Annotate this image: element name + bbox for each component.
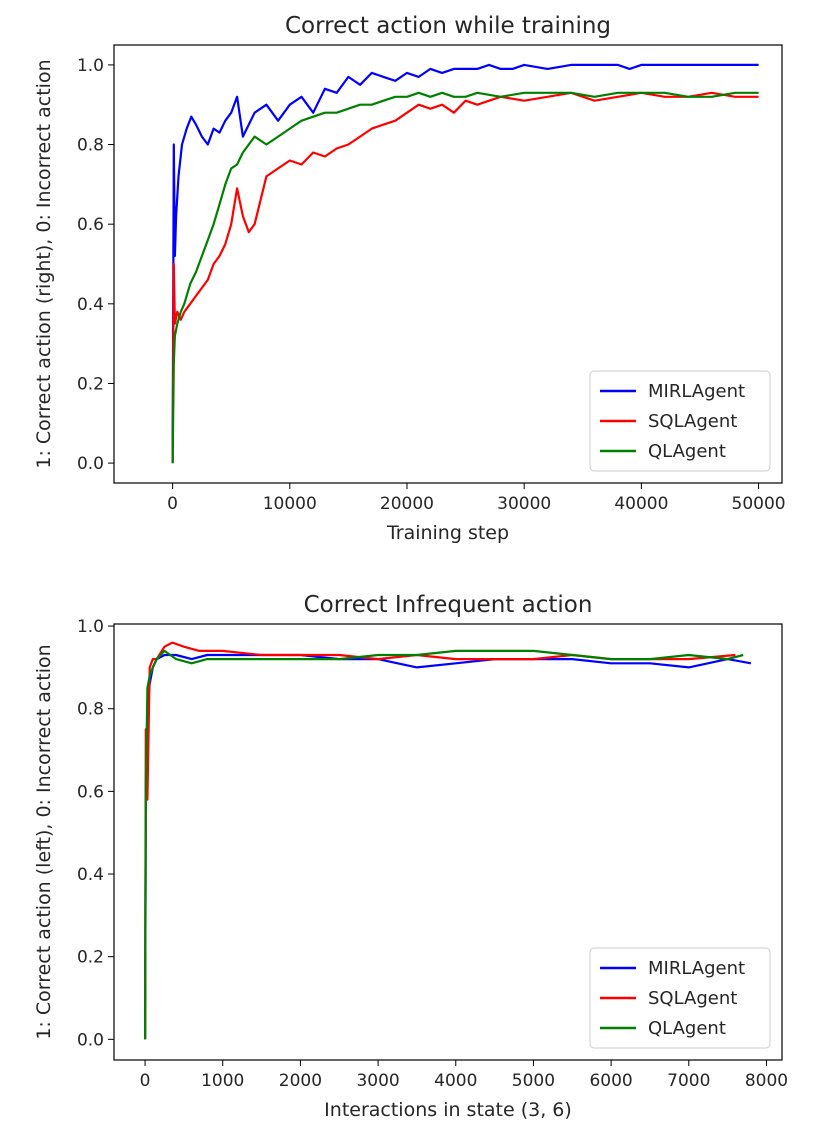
legend-label: SQLAgent: [648, 411, 737, 432]
legend: MIRLAgent SQLAgent QLAgent: [589, 947, 771, 1049]
x-axis-label: Interactions in state (3, 6): [324, 1099, 572, 1121]
x-tick-label: 30000: [497, 494, 551, 514]
y-tick-label: 1.0: [77, 617, 104, 637]
x-tick-label: 50000: [732, 494, 786, 514]
x-tick-label: 6000: [589, 1071, 632, 1091]
x-tick-label: 8000: [745, 1071, 788, 1091]
y-axis-label: 1: Correct action (left), 0: Incorrect a…: [33, 644, 55, 1039]
y-tick-label: 0.6: [77, 782, 104, 802]
legend-box: [589, 370, 771, 472]
x-tick-label: 2000: [279, 1071, 322, 1091]
legend-box: [589, 947, 771, 1049]
legend-label: SQLAgent: [648, 988, 737, 1009]
series-line-qlagent: [171, 91, 759, 464]
x-tick-label: 10000: [263, 494, 317, 514]
series-line-qlagent: [144, 649, 744, 1040]
y-tick-label: 0.4: [77, 295, 104, 315]
legend-item-qlagent: QLAgent: [600, 441, 726, 462]
x-tick-label: 7000: [667, 1071, 710, 1091]
chart-title: Correct action while training: [285, 13, 611, 39]
legend-item-mirlagent: MIRLAgent: [600, 381, 745, 402]
y-tick-label: 0.0: [77, 454, 104, 474]
plot-frame: [113, 44, 783, 484]
legend-label: QLAgent: [648, 441, 726, 462]
chart-correct-action-while-training: Correct action while training 0 10000 20000…: [33, 13, 786, 544]
legend-item-qlagent: QLAgent: [600, 1018, 726, 1039]
plot-frame: [113, 623, 783, 1061]
y-tick-label: 0.8: [77, 136, 104, 156]
legend-label: MIRLAgent: [648, 381, 745, 402]
y-tick-label: 0.2: [77, 948, 104, 968]
x-tick-label: 3000: [356, 1071, 399, 1091]
y-tick-label: 0.2: [77, 374, 104, 394]
x-axis-label: Training step: [386, 522, 509, 544]
legend: MIRLAgent SQLAgent QLAgent: [589, 370, 771, 472]
legend-label: MIRLAgent: [648, 958, 745, 979]
x-tick-label: 40000: [614, 494, 668, 514]
x-tick-label: 4000: [434, 1071, 477, 1091]
y-axis-label: 1: Correct action (right), 0: Incorrect …: [33, 59, 55, 468]
legend-item-mirlagent: MIRLAgent: [600, 958, 745, 979]
legend-item-sqlagent: SQLAgent: [600, 411, 737, 432]
legend-item-sqlagent: SQLAgent: [600, 988, 737, 1009]
x-tick-label: 5000: [512, 1071, 555, 1091]
y-tick-label: 0.0: [77, 1030, 104, 1050]
y-tick-label: 0.6: [77, 215, 104, 235]
y-tick-label: 0.4: [77, 865, 104, 885]
y-tick-label: 0.8: [77, 700, 104, 720]
series-line-mirlagent: [171, 63, 759, 464]
x-tick-label: 0: [140, 1071, 151, 1091]
chart-title: Correct Infrequent action: [304, 592, 593, 618]
x-tick-label: 20000: [380, 494, 434, 514]
legend-label: QLAgent: [648, 1018, 726, 1039]
x-tick-label: 1000: [201, 1071, 244, 1091]
chart-correct-infrequent-action: Correct Infrequent action 0 1000 2000 3000 40…: [33, 592, 788, 1121]
x-tick-label: 0: [167, 494, 178, 514]
y-tick-label: 1.0: [77, 56, 104, 76]
